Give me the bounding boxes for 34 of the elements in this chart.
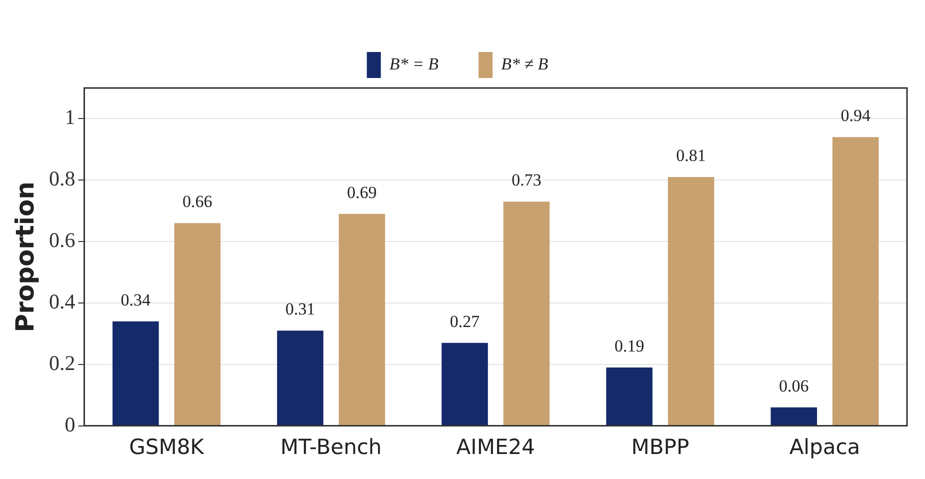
data-label: 0.19 [614,336,644,356]
data-label: 0.94 [840,106,871,126]
bar [668,177,714,426]
data-label: 0.81 [676,146,706,166]
x-tick-label: Alpaca [789,434,860,459]
bar [832,137,879,426]
y-axis-title: Proportion [10,182,40,332]
bar [174,223,221,426]
bar [277,330,324,426]
x-tick-label: AIME24 [456,434,535,459]
y-tick-label: 0 [64,412,76,436]
y-tick-label: 0.4 [49,289,76,314]
y-tick-label: 0.8 [49,166,76,191]
data-label: 0.34 [120,290,152,310]
bar [503,202,550,426]
bar [338,214,386,426]
data-label: 0.27 [450,312,480,331]
bar [606,367,652,426]
legend-label: B* ≠ B [501,54,549,74]
bar [770,407,818,426]
bar [442,342,488,426]
y-tick-label: 0.2 [49,350,76,375]
bar [112,321,159,426]
legend-label: B* = B [389,54,440,74]
y-tick-label: 1 [64,105,76,130]
x-tick-label: MT-Bench [280,434,382,459]
x-tick-label: GSM8K [129,434,206,459]
x-tick-label: MBPP [631,434,690,459]
data-label: 0.06 [778,376,809,396]
data-label: 0.31 [285,300,316,319]
data-label: 0.66 [182,192,212,212]
data-label: 0.69 [347,182,377,202]
data-label: 0.73 [512,170,542,190]
y-tick-label: 0.6 [49,228,76,252]
